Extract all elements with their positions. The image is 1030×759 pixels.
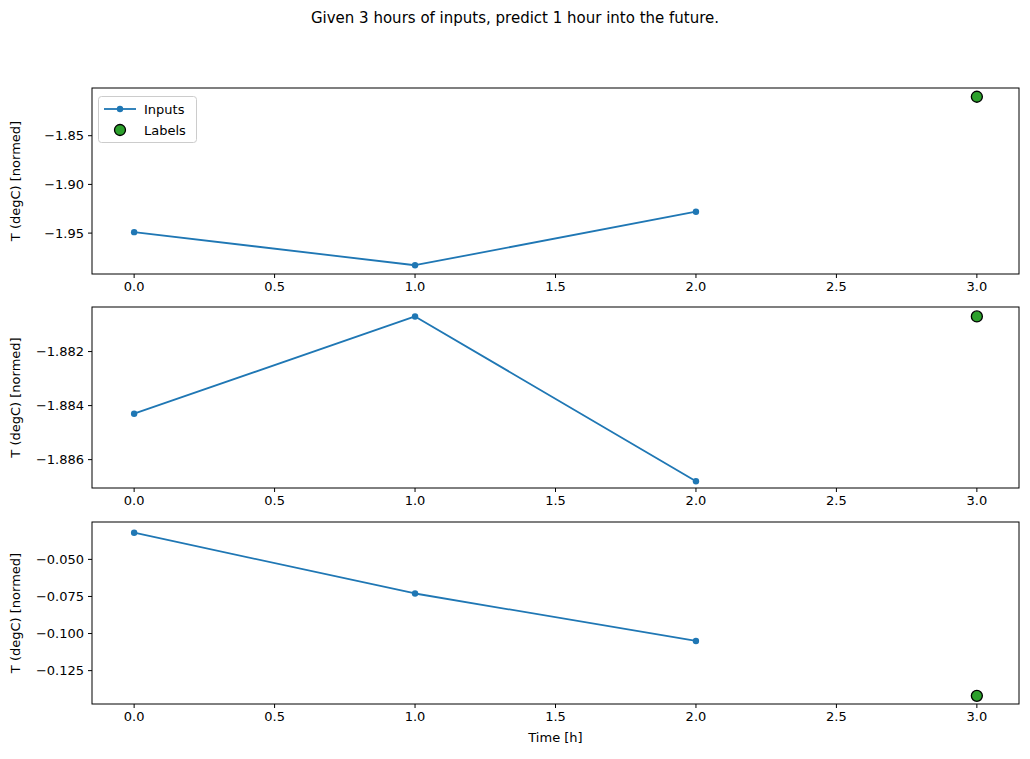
- x-tick-label: 3.0: [967, 493, 988, 508]
- inputs-marker: [693, 478, 699, 484]
- x-tick-label: 1.0: [405, 493, 426, 508]
- legend-labels-sample-marker: [115, 125, 126, 136]
- axes-frame: [92, 307, 1019, 488]
- x-tick-label: 0.0: [124, 493, 145, 508]
- x-tick-label: 0.0: [124, 709, 145, 724]
- y-tick-label: −0.075: [36, 589, 84, 604]
- legend-item-label-labels: Labels: [144, 123, 186, 138]
- x-tick-label: 0.5: [264, 279, 285, 294]
- y-tick-label: −1.882: [36, 344, 84, 359]
- x-tick-label: 3.0: [967, 279, 988, 294]
- y-tick-label: −0.050: [36, 552, 84, 567]
- x-axis-label: Time [h]: [527, 730, 582, 745]
- y-tick-label: −1.95: [44, 226, 84, 241]
- x-tick-label: 0.5: [264, 709, 285, 724]
- axes-frame: [92, 522, 1019, 704]
- y-tick-label: −0.100: [36, 626, 84, 641]
- x-tick-label: 2.5: [826, 709, 847, 724]
- labels-marker: [971, 690, 982, 701]
- inputs-line: [134, 533, 696, 641]
- axes-frame: [92, 88, 1019, 274]
- x-tick-label: 1.5: [545, 709, 566, 724]
- legend: Inputs Labels: [99, 97, 197, 143]
- labels-marker: [971, 91, 982, 102]
- x-tick-label: 0.5: [264, 493, 285, 508]
- plots-canvas: 0.0 0.5 1.0 1.5 2.0 2.5 3.0 −1.85 −1.90 −1.95 T (d…: [0, 0, 1030, 759]
- x-tick-label: 1.5: [545, 493, 566, 508]
- x-tick-label: 3.0: [967, 709, 988, 724]
- x-tick-label: 1.5: [545, 279, 566, 294]
- x-tick-label: 2.0: [686, 279, 707, 294]
- y-tick-label: −1.85: [44, 128, 84, 143]
- inputs-marker: [412, 262, 418, 268]
- y-tick-label: −1.884: [36, 398, 84, 413]
- y-tick-label: −0.125: [36, 663, 84, 678]
- labels-marker: [971, 311, 982, 322]
- x-tick-label: 0.0: [124, 279, 145, 294]
- inputs-marker: [412, 313, 418, 319]
- y-tick-label: −1.90: [44, 177, 84, 192]
- y-axis-label: T (degC) [normed]: [8, 121, 23, 242]
- x-tick-label: 2.5: [826, 493, 847, 508]
- x-tick-label: 1.0: [405, 279, 426, 294]
- inputs-marker: [412, 590, 418, 596]
- y-axis-label: T (degC) [normed]: [8, 553, 23, 674]
- inputs-marker: [131, 529, 137, 535]
- x-tick-label: 2.0: [686, 493, 707, 508]
- subplot-2: 0.0 0.5 1.0 1.5 2.0 2.5 3.0 −1.882 −1.884 −1.886 T…: [8, 307, 1019, 508]
- inputs-marker: [131, 229, 137, 235]
- x-tick-label: 2.0: [686, 709, 707, 724]
- legend-item-label-inputs: Inputs: [144, 102, 185, 117]
- inputs-marker: [693, 638, 699, 644]
- inputs-marker: [131, 411, 137, 417]
- inputs-line: [134, 212, 696, 266]
- x-tick-label: 2.5: [826, 279, 847, 294]
- y-axis-label: T (degC) [normed]: [8, 337, 23, 458]
- inputs-marker: [693, 208, 699, 214]
- y-tick-label: −1.886: [36, 452, 84, 467]
- legend-inputs-sample-marker: [117, 106, 123, 112]
- subplot-3: 0.0 0.5 1.0 1.5 2.0 2.5 3.0 −0.050 −0.075 −0.100 −…: [8, 522, 1019, 724]
- inputs-line: [134, 316, 696, 481]
- x-tick-label: 1.0: [405, 709, 426, 724]
- figure: Given 3 hours of inputs, predict 1 hour …: [0, 0, 1030, 759]
